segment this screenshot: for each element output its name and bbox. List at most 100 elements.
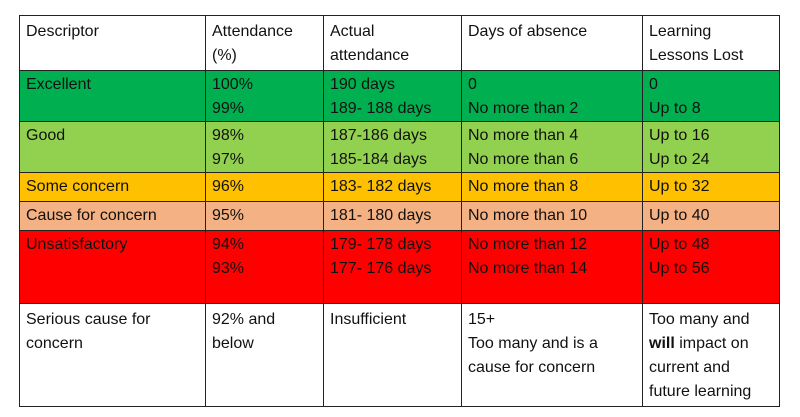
lessons-value-emphasis-line: will impact on [649,332,773,356]
actual-value: 179- 178 days [330,236,432,253]
descriptor-text: Unsatisfactory [26,236,128,253]
cell-lessons: Up to 16 Up to 24 [642,121,780,173]
attendance-value: 94% [212,236,245,253]
cell-days: No more than 8 [461,172,643,202]
lessons-bold-word: will [649,335,675,352]
descriptor-text: concern [26,335,83,352]
cell-descriptor: Some concern [19,172,206,202]
actual-value: 183- 182 days [330,178,432,195]
days-value: No more than 4 [468,127,579,144]
descriptor-text: Good [26,127,66,144]
header-actual-line1: Actual [330,23,375,40]
cell-descriptor: Excellent [19,70,206,122]
cell-descriptor: Serious cause for concern [19,303,206,407]
lessons-value: Up to 8 [649,100,701,117]
cell-descriptor: Good [19,121,206,173]
header-attendance-line2: (%) [212,47,237,64]
actual-value: 185-184 days [330,151,427,168]
cell-lessons: Up to 32 [642,172,780,202]
lessons-value: Up to 16 [649,127,710,144]
days-value: cause for concern [468,359,596,376]
actual-value: 187-186 days [330,127,427,144]
header-days: Days of absence [461,15,643,71]
lessons-value: Up to 40 [649,207,710,224]
lessons-value: Up to 24 [649,151,710,168]
lessons-value: Up to 56 [649,260,710,277]
lessons-value: Too many and [649,311,750,328]
descriptor-text: Serious cause for [26,311,151,328]
cell-attendance: 94% 93% [205,230,324,304]
header-days-text: Days of absence [468,23,588,40]
days-value: 0 [468,76,477,93]
table-row-excellent: Excellent 100% 99% 190 days 189- 188 days … [19,70,780,122]
header-row: Descriptor Attendance (%) Actual attendanc… [19,15,780,71]
table-row-good: Good 98% 97% 187-186 days 185-184 days No … [19,121,780,173]
cell-attendance: 92% and below [205,303,324,407]
descriptor-text: Cause for concern [26,207,157,224]
attendance-value: 99% [212,100,245,117]
days-value: No more than 12 [468,236,588,253]
cell-attendance: 100% 99% [205,70,324,122]
actual-value: 177- 176 days [330,260,432,277]
actual-value: Insufficient [330,311,407,328]
days-value: No more than 6 [468,151,579,168]
attendance-value: 95% [212,207,245,224]
cell-actual: Insufficient [323,303,462,407]
actual-value: 189- 188 days [330,100,432,117]
lessons-line-rest: impact on [674,335,749,352]
days-value: 15+ [468,311,496,328]
days-value: No more than 2 [468,100,579,117]
cell-days: No more than 10 [461,201,643,231]
lessons-value: Up to 48 [649,236,710,253]
cell-actual: 179- 178 days 177- 176 days [323,230,462,304]
attendance-value: 100% [212,76,253,93]
cell-descriptor: Unsatisfactory [19,230,206,304]
table-row-some-concern: Some concern 96% 183- 182 days No more t… [19,172,780,202]
attendance-value: 92% and [212,311,276,328]
cell-days: No more than 12 No more than 14 [461,230,643,304]
cell-attendance: 98% 97% [205,121,324,173]
days-value: No more than 8 [468,178,579,195]
cell-days: 0 No more than 2 [461,70,643,122]
descriptor-text: Some concern [26,178,130,195]
cell-actual: 181- 180 days [323,201,462,231]
attendance-value: 98% [212,127,245,144]
table-row-unsatisfactory: Unsatisfactory 94% 93% 179- 178 days 177- … [19,230,780,304]
attendance-value: 96% [212,178,245,195]
descriptor-text: Excellent [26,76,91,93]
header-descriptor-text: Descriptor [26,23,99,40]
attendance-table: Descriptor Attendance (%) Actual attendanc… [19,15,780,407]
header-lessons: Learning Lessons Lost [642,15,780,71]
cell-attendance: 95% [205,201,324,231]
table-row-serious-cause-for-concern: Serious cause for concern 92% and below In… [19,303,780,407]
actual-value: 181- 180 days [330,207,432,224]
lessons-value: future learning [649,383,752,400]
days-value: No more than 10 [468,207,588,224]
cell-days: No more than 4 No more than 6 [461,121,643,173]
lessons-value: Up to 32 [649,178,710,195]
cell-actual: 187-186 days 185-184 days [323,121,462,173]
header-descriptor: Descriptor [19,15,206,71]
header-lessons-line1: Learning [649,23,712,40]
cell-lessons: 0 Up to 8 [642,70,780,122]
cell-actual: 190 days 189- 188 days [323,70,462,122]
days-value: No more than 14 [468,260,588,277]
cell-lessons: Too many and will impact on current and … [642,303,780,407]
attendance-value: below [212,335,254,352]
header-lessons-line2: Lessons Lost [649,47,744,64]
cell-actual: 183- 182 days [323,172,462,202]
lessons-value: current and [649,359,730,376]
header-actual: Actual attendance [323,15,462,71]
actual-value: 190 days [330,76,395,93]
header-attendance-line1: Attendance [212,23,293,40]
header-attendance: Attendance (%) [205,15,324,71]
attendance-value: 93% [212,260,245,277]
cell-lessons: Up to 48 Up to 56 [642,230,780,304]
cell-descriptor: Cause for concern [19,201,206,231]
lessons-value: 0 [649,76,658,93]
days-value: Too many and is a [468,335,598,352]
cell-attendance: 96% [205,172,324,202]
header-actual-line2: attendance [330,47,410,64]
cell-lessons: Up to 40 [642,201,780,231]
attendance-value: 97% [212,151,245,168]
